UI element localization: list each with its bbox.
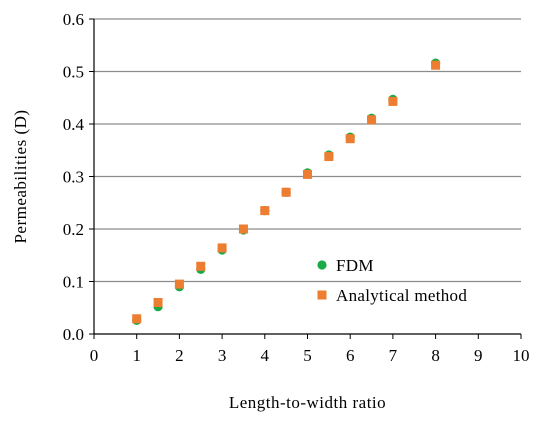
analytical-point <box>388 96 398 106</box>
analytical-point <box>281 187 291 197</box>
analytical-point <box>153 298 163 307</box>
y-tick-label: 0.0 <box>63 325 84 344</box>
analytical-point <box>303 169 312 179</box>
gridlines <box>94 18 521 283</box>
analytical-point <box>132 314 142 324</box>
x-tick-label: 0 <box>90 346 99 365</box>
x-tick-label: 7 <box>389 346 398 365</box>
legend-marker-analytical <box>317 290 327 300</box>
x-axis-label: Length-to-width ratio <box>229 393 386 412</box>
analytical-point <box>196 261 206 271</box>
x-tick-label: 6 <box>346 346 355 365</box>
x-tick-label: 10 <box>513 346 530 365</box>
y-tick-label: 0.2 <box>63 220 84 239</box>
y-tick-label: 0.3 <box>63 168 84 187</box>
analytical-point <box>174 279 184 289</box>
x-tick-label: 8 <box>431 346 440 365</box>
analytical-point <box>367 115 377 125</box>
analytical-point <box>217 243 227 253</box>
analytical-point <box>324 152 334 162</box>
legend-marker-fdm <box>317 260 327 270</box>
x-tick-label: 4 <box>261 346 270 365</box>
x-tick-label: 5 <box>303 346 312 365</box>
x-tick-label: 3 <box>218 346 227 365</box>
y-tick-labels: 0.0 0.1 0.2 0.3 0.4 0.5 0.6 <box>63 10 85 344</box>
y-tick-label: 0.1 <box>63 273 84 292</box>
data-points <box>132 58 441 325</box>
x-tick-label: 9 <box>474 346 483 365</box>
analytical-point <box>431 60 441 70</box>
y-tick-label: 0.4 <box>63 115 85 134</box>
y-axis-label: Permeabilities (D) <box>11 109 30 243</box>
axes <box>89 18 522 339</box>
analytical-point <box>260 206 270 216</box>
x-tick-label: 2 <box>175 346 184 365</box>
y-tick-label: 0.6 <box>63 10 84 29</box>
y-tick-label: 0.5 <box>63 63 84 82</box>
x-tick-label: 1 <box>132 346 141 365</box>
x-tick-labels: 0 1 2 3 4 5 6 7 8 9 10 <box>90 346 530 365</box>
analytical-point <box>345 134 355 144</box>
legend-label-fdm: FDM <box>336 256 374 275</box>
legend-label-analytical: Analytical method <box>336 286 467 305</box>
legend: FDM Analytical method <box>317 256 467 305</box>
analytical-point <box>238 224 248 234</box>
